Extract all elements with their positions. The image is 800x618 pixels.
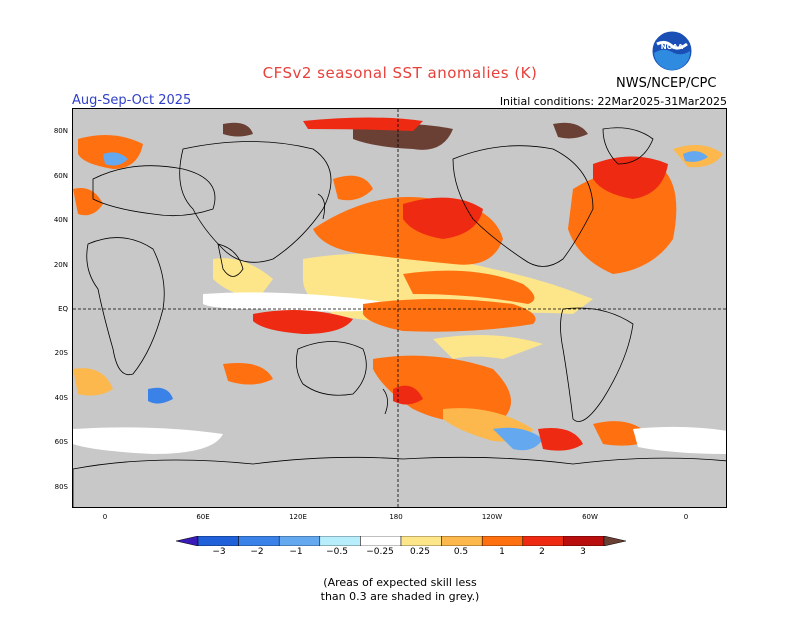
colorbar bbox=[176, 536, 626, 546]
sst-anomaly-map bbox=[72, 108, 727, 508]
skill-note-line-1: (Areas of expected skill less bbox=[323, 576, 477, 589]
coastlines bbox=[86, 127, 654, 422]
colorbar-segment bbox=[400, 536, 442, 546]
lon-label-60w: 60W bbox=[582, 513, 598, 521]
agency-label: NWS/NCEP/CPC bbox=[616, 76, 717, 91]
anomaly-region bbox=[593, 156, 668, 199]
noaa-logo-text: NOAA bbox=[661, 43, 684, 51]
skill-note-line-2: than 0.3 are shaded in grey.) bbox=[320, 590, 480, 603]
lon-label-120e: 120E bbox=[289, 513, 307, 521]
colorbar-label: −0.25 bbox=[366, 547, 394, 557]
antarctica-outline bbox=[73, 456, 726, 507]
map-canvas bbox=[73, 109, 726, 507]
lon-label-180: 180 bbox=[389, 513, 403, 521]
lon-label-60e: 60E bbox=[196, 513, 210, 521]
anomaly-region bbox=[373, 355, 511, 423]
skill-note: (Areas of expected skill less than 0.3 a… bbox=[0, 576, 800, 604]
colorbar-label: −3 bbox=[212, 547, 226, 557]
colorbar-segment bbox=[197, 536, 239, 546]
initial-conditions: Initial conditions: 22Mar2025-31Mar2025 bbox=[499, 95, 727, 108]
lat-label-20n: 20N bbox=[53, 261, 68, 269]
anomaly-region bbox=[223, 122, 253, 137]
colorbar-label: 0.5 bbox=[453, 547, 469, 557]
colorbar-label: 3 bbox=[580, 547, 586, 557]
lat-label-20s: 20S bbox=[54, 349, 68, 357]
anomaly-region bbox=[78, 135, 143, 169]
colorbar-label: −0.5 bbox=[326, 547, 348, 557]
anomaly-region bbox=[553, 122, 588, 139]
anomaly-region bbox=[213, 258, 273, 299]
anomaly-region bbox=[353, 124, 453, 150]
anomaly-region bbox=[363, 299, 536, 332]
lon-label-0-east: 0 bbox=[683, 513, 689, 521]
anomaly-region bbox=[633, 426, 726, 454]
colorbar-segment bbox=[238, 536, 280, 546]
lat-label-80n: 80N bbox=[53, 127, 68, 135]
colorbar-segment bbox=[360, 536, 402, 546]
anomaly-region bbox=[683, 151, 708, 162]
anomaly-region bbox=[253, 310, 353, 334]
lon-label-120w: 120W bbox=[481, 513, 503, 521]
lat-label-40s: 40S bbox=[54, 394, 68, 402]
anomaly-region bbox=[73, 368, 113, 396]
lat-label-60n: 60N bbox=[53, 172, 68, 180]
anomaly-region bbox=[433, 335, 543, 359]
forecast-period: Aug-Sep-Oct 2025 bbox=[72, 93, 192, 108]
colorbar-segment bbox=[481, 536, 524, 546]
anomaly-region bbox=[223, 363, 273, 385]
colorbar-segment bbox=[563, 536, 605, 546]
colorbar-segment bbox=[278, 536, 321, 546]
colorbar-label: −2 bbox=[250, 547, 264, 557]
anomaly-region bbox=[403, 197, 483, 239]
anomaly-region bbox=[393, 385, 423, 405]
figure-title: CFSv2 seasonal SST anomalies (K) bbox=[262, 64, 538, 82]
anomaly-region bbox=[203, 292, 403, 312]
lat-label-40n: 40N bbox=[53, 216, 68, 224]
anomaly-region bbox=[333, 175, 373, 201]
anomaly-region bbox=[148, 387, 173, 404]
colorbar-segment bbox=[176, 536, 199, 546]
anomaly-region bbox=[73, 427, 223, 454]
anomaly-region bbox=[568, 168, 677, 274]
colorbar-label: 1 bbox=[499, 547, 505, 557]
anomaly-region bbox=[73, 188, 103, 216]
anomaly-region bbox=[403, 270, 535, 304]
noaa-logo-icon: NOAA bbox=[651, 30, 693, 72]
colorbar-label: −1 bbox=[289, 547, 303, 557]
colorbar-label: 2 bbox=[539, 547, 545, 557]
lat-label-60s: 60S bbox=[54, 438, 68, 446]
anomaly-region bbox=[103, 152, 128, 166]
colorbar-segment bbox=[603, 536, 626, 546]
colorbar-segment bbox=[522, 536, 564, 546]
anomaly-region bbox=[303, 117, 423, 131]
colorbar-label: 0.25 bbox=[409, 547, 431, 557]
colorbar-segment bbox=[441, 536, 483, 546]
lat-label-eq: EQ bbox=[58, 305, 68, 313]
lat-label-80s: 80S bbox=[54, 483, 68, 491]
anomaly-region bbox=[493, 427, 543, 451]
colorbar-segment bbox=[319, 536, 361, 546]
lon-label-0: 0 bbox=[102, 513, 108, 521]
anomaly-region bbox=[538, 428, 583, 451]
